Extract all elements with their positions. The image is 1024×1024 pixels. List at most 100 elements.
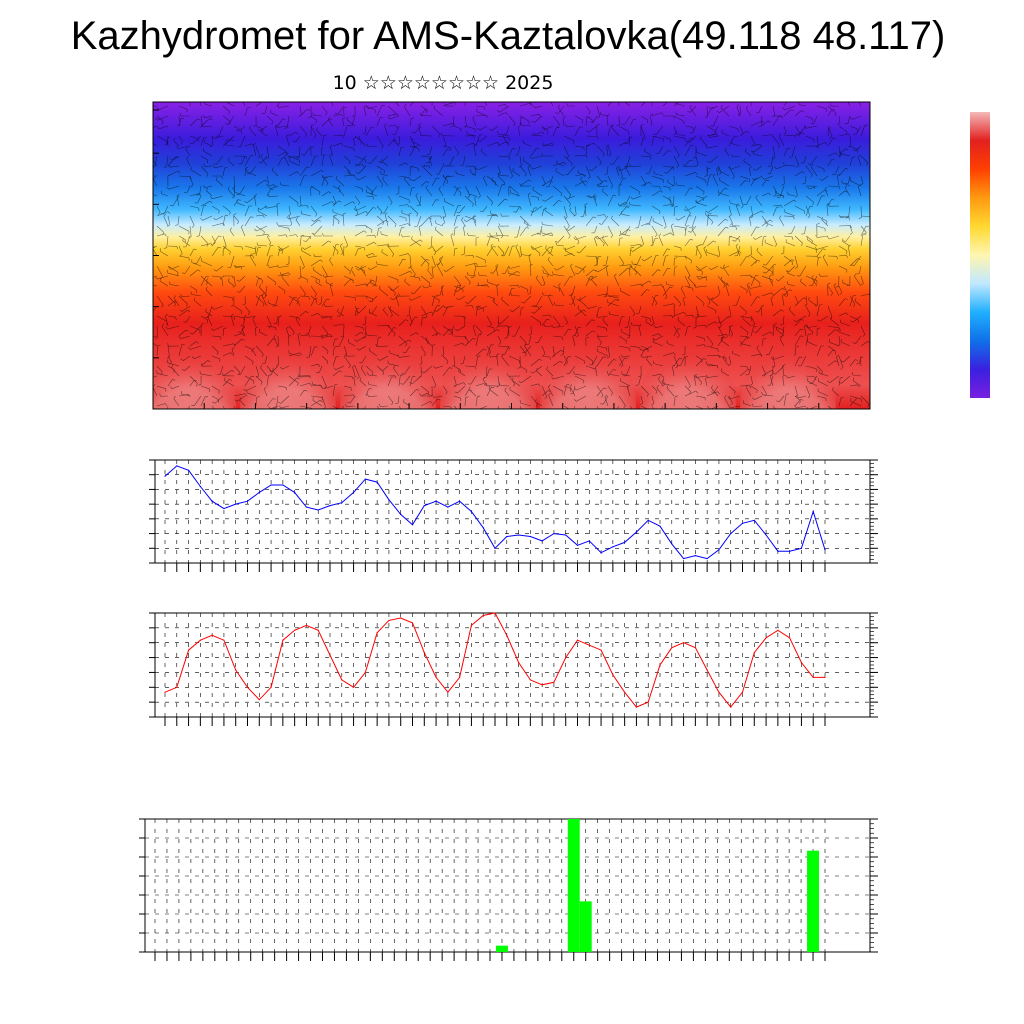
data-point: [718, 691, 720, 693]
data-point: [305, 506, 308, 508]
precip-bar: [579, 901, 592, 952]
data-point: [411, 524, 414, 526]
data-point: [400, 617, 402, 619]
grid: [155, 612, 870, 718]
data-point: [494, 612, 496, 614]
data-point: [211, 634, 213, 636]
data-point: [624, 541, 626, 544]
colorbar: [970, 112, 990, 398]
data-point: [411, 622, 414, 624]
data-point: [730, 706, 732, 708]
data-point: [470, 510, 473, 513]
data-point: [364, 671, 366, 674]
data-point: [765, 637, 767, 639]
data-point: [600, 649, 602, 651]
data-point: [694, 555, 696, 557]
data-point: [329, 505, 331, 507]
data-point: [777, 550, 779, 552]
data-point: [282, 639, 284, 641]
data-point: [294, 629, 296, 631]
data-point: [553, 532, 555, 535]
data-point: [753, 652, 755, 654]
data-point: [482, 614, 484, 617]
panel-frame: [144, 818, 871, 953]
data-point: [824, 676, 826, 678]
data-point: [270, 686, 272, 688]
data-point: [317, 509, 319, 511]
data-point: [765, 534, 767, 536]
data-point: [470, 624, 473, 626]
data-point: [529, 679, 531, 681]
data-point: [423, 505, 425, 507]
data-point: [329, 654, 331, 656]
data-point: [588, 644, 590, 646]
data-point: [435, 676, 437, 678]
data-point: [187, 469, 190, 471]
data-point: [789, 550, 791, 552]
data-point: [812, 510, 814, 513]
data-point: [671, 647, 673, 649]
data-point: [235, 669, 237, 671]
data-point: [694, 647, 696, 649]
data-point: [435, 500, 437, 502]
data-point: [199, 639, 201, 641]
warm-cell: [540, 334, 636, 409]
chart-title: Kazhydromet for AMS-Kaztalovka(49.118 48…: [70, 14, 946, 58]
precip-bar: [495, 945, 508, 952]
data-point: [741, 691, 744, 693]
data-point: [341, 679, 343, 681]
data-point: [576, 639, 579, 641]
data-point: [482, 527, 484, 529]
data-point: [800, 547, 803, 549]
data-point: [800, 661, 803, 664]
data-point: [447, 506, 449, 508]
data-point: [612, 674, 614, 676]
data-point: [647, 519, 649, 521]
data-point: [246, 500, 249, 502]
data-point: [282, 484, 284, 486]
data-point: [671, 543, 673, 545]
cross-section-panel: [152, 101, 871, 410]
data-point: [812, 676, 814, 678]
data-point: [258, 699, 260, 701]
data-point: [246, 686, 249, 688]
warm-cell: [740, 334, 836, 409]
panel-frame: [154, 612, 871, 718]
data-point: [576, 544, 579, 546]
data-point: [317, 629, 319, 631]
series-line: [164, 612, 825, 708]
data-point: [553, 681, 555, 683]
data-point: [682, 557, 685, 560]
grid: [155, 459, 870, 564]
data-point: [659, 664, 661, 666]
precip-bar: [567, 819, 580, 952]
data-point: [682, 642, 685, 644]
precip-bar: [807, 850, 820, 952]
data-point: [164, 691, 166, 693]
warm-cell: [440, 334, 536, 409]
data-point: [565, 656, 567, 659]
data-point: [706, 669, 708, 671]
data-point: [211, 500, 213, 502]
data-point: [223, 507, 225, 510]
data-point: [506, 634, 508, 636]
data-point: [187, 649, 190, 651]
data-point: [376, 481, 378, 483]
data-point: [423, 652, 425, 654]
data-point: [447, 691, 449, 693]
data-point: [388, 619, 390, 622]
data-point: [376, 632, 378, 634]
data-point: [223, 639, 225, 641]
wind-barbs: [153, 102, 870, 409]
data-point: [459, 500, 461, 502]
data-point: [176, 465, 178, 467]
panel-frame: [154, 459, 871, 564]
warm-cell: [340, 334, 436, 409]
data-point: [753, 519, 755, 521]
data-point: [506, 535, 508, 538]
data-point: [364, 478, 366, 480]
data-point: [612, 546, 614, 548]
data-point: [529, 535, 531, 538]
data-point: [624, 691, 626, 693]
